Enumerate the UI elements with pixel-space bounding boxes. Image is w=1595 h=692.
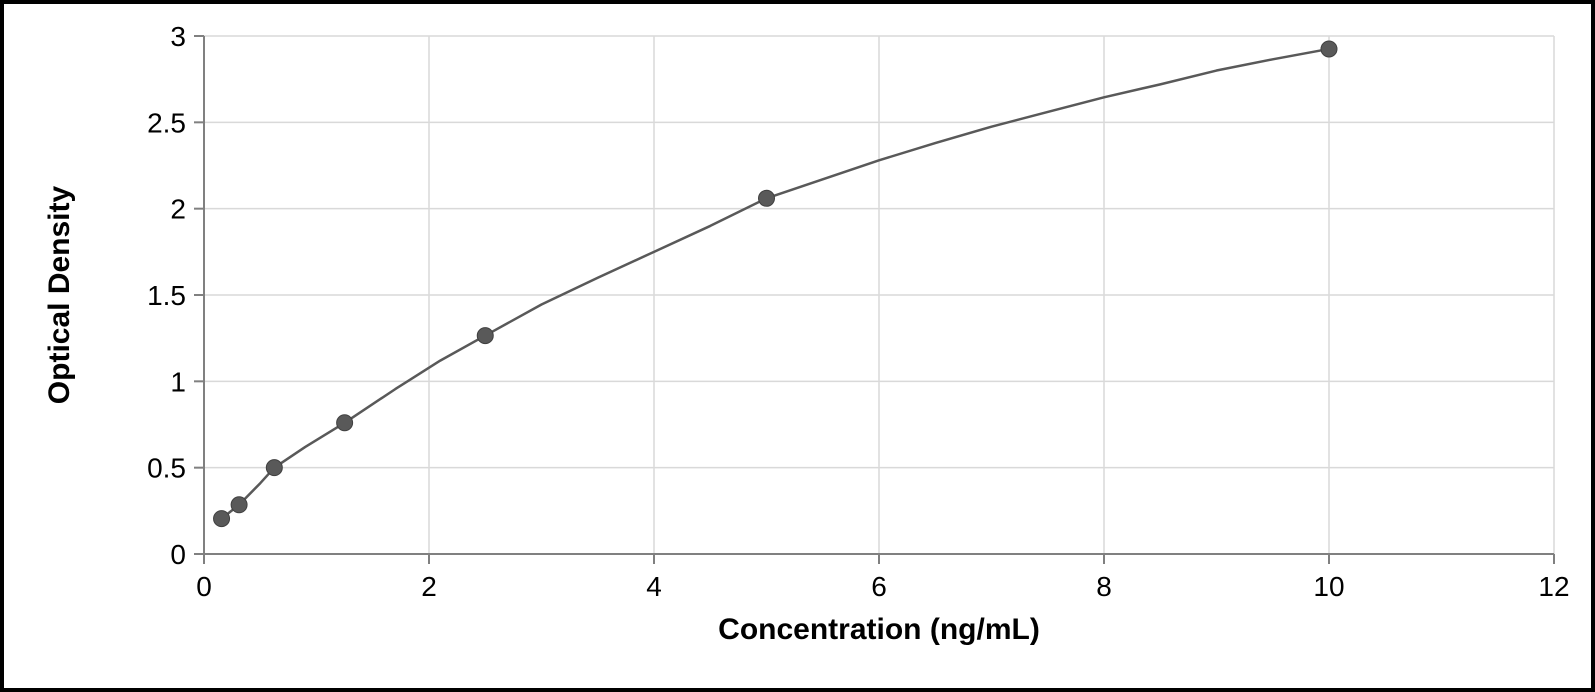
x-tick-label: 8 [1096,571,1112,602]
y-tick-label: 2.5 [147,107,186,138]
data-point [477,328,493,344]
x-tick-label: 4 [646,571,662,602]
chart-background [14,14,1589,686]
data-point [214,511,230,527]
x-tick-label: 6 [871,571,887,602]
x-tick-label: 10 [1313,571,1344,602]
data-point [231,497,247,513]
y-tick-label: 2 [170,194,186,225]
data-point [759,190,775,206]
data-point [1321,41,1337,57]
data-point [337,415,353,431]
y-axis-label: Optical Density [43,185,76,404]
y-tick-label: 3 [170,21,186,52]
chart-svg: 0 2 4 6 8 10 12 0 0.5 1 1.5 2 2.5 3 Concentration (ng/… [14,14,1589,686]
y-tick-label: 1 [170,366,186,397]
data-point [266,460,282,476]
y-tick-label: 1.5 [147,280,186,311]
x-tick-label: 2 [421,571,437,602]
y-tick-label: 0 [170,539,186,570]
chart-container: 0 2 4 6 8 10 12 0 0.5 1 1.5 2 2.5 3 Concentration (ng/… [14,14,1581,678]
x-tick-label: 12 [1538,571,1569,602]
y-tick-label: 0.5 [147,453,186,484]
x-tick-label: 0 [196,571,212,602]
x-axis-label: Concentration (ng/mL) [718,613,1040,646]
chart-frame: 0 2 4 6 8 10 12 0 0.5 1 1.5 2 2.5 3 Concentration (ng/… [0,0,1595,692]
